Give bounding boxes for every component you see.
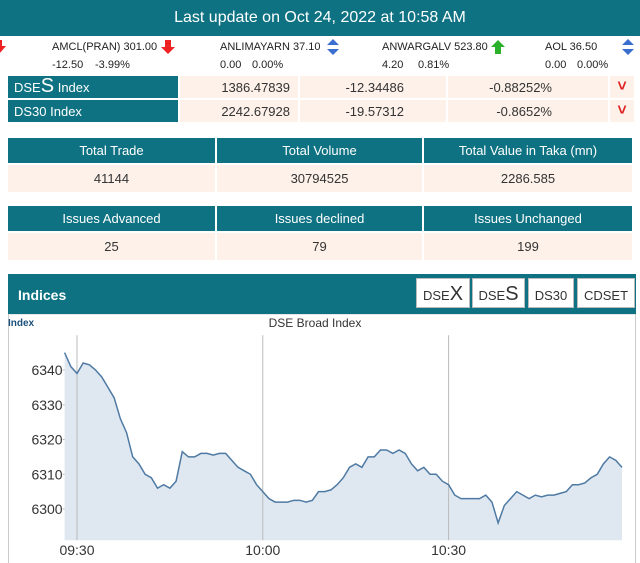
y-tick-label: 6310	[31, 466, 62, 482]
tab-label-big: S	[505, 283, 519, 305]
tab-label: DS30	[534, 288, 568, 303]
y-axis-label: Index	[8, 318, 35, 329]
ticker-name: AMCL(PRAN)	[52, 41, 121, 53]
ticker-arrow	[622, 39, 634, 55]
y-tick-label: 6300	[31, 501, 62, 517]
chart-title: DSE Broad Index	[269, 316, 362, 330]
ticker-arrow	[491, 40, 505, 54]
ticker-arrow	[327, 39, 339, 55]
index-name: DS30 Index	[14, 104, 82, 119]
ticker-percent: -3.99%	[95, 59, 130, 71]
tab-label-big: X	[449, 283, 464, 305]
index-name: DSE	[14, 80, 41, 95]
table-cell: 79	[217, 233, 422, 260]
ticker-price: 523.80	[454, 41, 488, 53]
table-cell: 25	[8, 233, 215, 260]
table-header: Total Volume	[217, 138, 422, 163]
ticker-price: 301.00	[123, 41, 158, 53]
x-tick-label: 10:00	[245, 542, 280, 558]
chevron: ˅	[610, 100, 634, 122]
index-change: -12.34486	[300, 76, 446, 98]
table-cell: 2286.585	[424, 165, 632, 192]
ticker-name: ANWARGALV	[382, 41, 452, 53]
x-tick-label: 09:30	[59, 542, 94, 558]
tab-label: CDSET	[583, 288, 629, 303]
ticker-percent: 0.00%	[252, 59, 284, 71]
index-value: 2242.67928	[180, 100, 298, 122]
x-tick-label: 10:30	[431, 542, 466, 558]
table-cell: 199	[424, 233, 632, 260]
area	[64, 352, 623, 541]
arrow-down	[0, 40, 6, 53]
table-header: Total Trade	[8, 138, 215, 163]
tab[interactable]: CDSET	[577, 278, 635, 308]
table-header: Issues declined	[217, 206, 422, 231]
table-cell: 30794525	[217, 165, 422, 192]
table-header: Issues Advanced	[8, 206, 215, 231]
y-tick-label: 6340	[31, 362, 62, 378]
ticker-change: -12.50	[52, 59, 84, 71]
panel-title: Indices	[18, 287, 67, 303]
index-percent: -0.88252%	[448, 76, 608, 98]
y-tick-label: 6330	[31, 397, 62, 413]
index-name: Index	[57, 80, 90, 95]
index-change: -19.57312	[300, 100, 446, 122]
tab[interactable]: DS30	[528, 278, 574, 308]
header: Last update on Oct 24, 2022 at 10:58 AM	[0, 0, 640, 36]
ticker-change: 0.00	[220, 59, 242, 71]
ticker-item: ANLIMAYARN 37.10	[220, 41, 320, 53]
ticker-name: AOL	[545, 41, 567, 53]
ticker-percent: 0.00%	[577, 59, 609, 71]
index-label: DSE S Index	[8, 76, 178, 98]
ticker-item: ANWARGALV 523.80	[382, 41, 488, 53]
chart: Index DSE Broad Index 09:30 10:00 10:30 6300 6…	[8, 314, 636, 563]
ticker-price: 36.50	[569, 41, 598, 53]
index-value: 1386.47839	[180, 76, 298, 98]
line	[63, 352, 623, 526]
y-tick-label: 6320	[31, 432, 62, 448]
table-cell: 41144	[8, 165, 215, 192]
ticker-price: 37.10	[292, 41, 321, 53]
ticker: AMCL(PRAN) 301.00 -12.50 -3.99% ANLIMAYARN …	[0, 36, 640, 76]
table-header: Issues Unchanged	[424, 206, 632, 231]
ticker-name: ANLIMAYARN	[220, 41, 290, 53]
index-label: DS30 Index	[8, 100, 178, 122]
ticker-item: AOL 36.50	[545, 41, 597, 53]
chevron: ˅	[610, 76, 634, 98]
table-header: Total Value in Taka (mn)	[424, 138, 632, 163]
ticker-change: 0.00	[545, 59, 567, 71]
tab[interactable]: DSE X	[416, 278, 470, 308]
ticker-change: 4.20	[382, 59, 404, 71]
ticker-arrow	[161, 40, 175, 54]
ticker-percent: 0.81%	[418, 59, 450, 71]
index-name-big: S	[40, 75, 55, 97]
tab-label: DSE	[422, 288, 450, 303]
ticker-item: AMCL(PRAN) 301.00	[52, 41, 157, 53]
index-percent: -0.8652%	[448, 100, 608, 122]
tab-label: DSE	[478, 288, 506, 303]
tab[interactable]: DSE S	[472, 278, 525, 308]
